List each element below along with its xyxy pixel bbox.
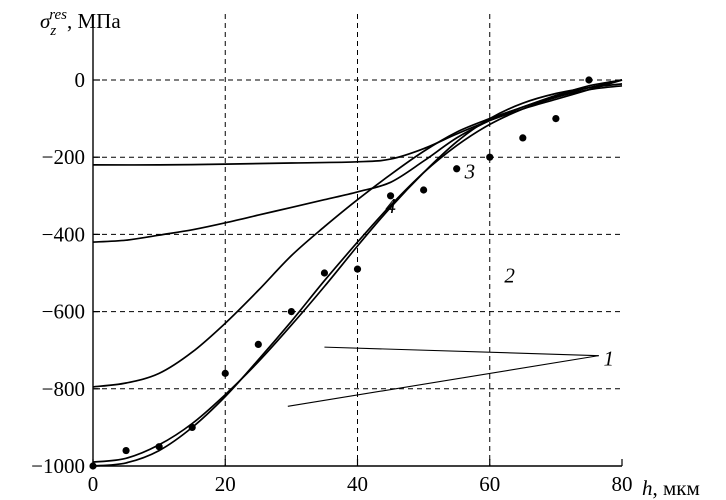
data-point — [155, 443, 163, 451]
data-point — [221, 369, 229, 377]
data-point — [486, 153, 494, 161]
data-point — [353, 265, 362, 273]
data-point — [585, 76, 593, 84]
data-point — [552, 115, 560, 123]
y-tick-label: −1000 — [31, 454, 85, 478]
y-axis-title: σzres, МПа — [40, 7, 121, 39]
curve-label-3: 3 — [464, 159, 476, 183]
x-axis-title: h, мкм — [642, 476, 700, 500]
curve-labels: 1 2 3 4 — [287, 159, 615, 407]
data-points — [89, 76, 593, 470]
x-tick-label: 40 — [347, 472, 368, 496]
curve-label-4: 4 — [385, 194, 396, 218]
data-point — [287, 308, 295, 316]
data-point — [386, 192, 395, 200]
y-tick-label: −600 — [42, 300, 85, 324]
data-point — [453, 165, 461, 173]
leader-line — [287, 355, 599, 407]
data-point — [420, 186, 428, 194]
data-point — [188, 423, 196, 431]
curve-1 — [92, 83, 623, 463]
y-tick-label: 0 — [75, 68, 86, 92]
y-tick-label: −800 — [42, 377, 85, 401]
data-point — [519, 134, 527, 142]
curves — [92, 79, 623, 467]
x-tick-label: 80 — [612, 472, 633, 496]
data-point — [122, 446, 130, 455]
curve-label-2: 2 — [504, 264, 515, 288]
x-tick-label: 0 — [88, 472, 99, 496]
data-point — [254, 340, 262, 349]
y-tick-label: −200 — [42, 145, 85, 169]
curve-4 — [92, 79, 623, 243]
x-tick-label: 20 — [215, 472, 236, 496]
curve-3 — [92, 79, 623, 166]
curve-label-1: 1 — [604, 347, 615, 371]
grid — [93, 14, 622, 466]
leader-line — [324, 346, 599, 357]
y-tick-label: −400 — [42, 222, 85, 246]
x-tick-label: 60 — [479, 472, 500, 496]
data-point — [320, 269, 329, 277]
